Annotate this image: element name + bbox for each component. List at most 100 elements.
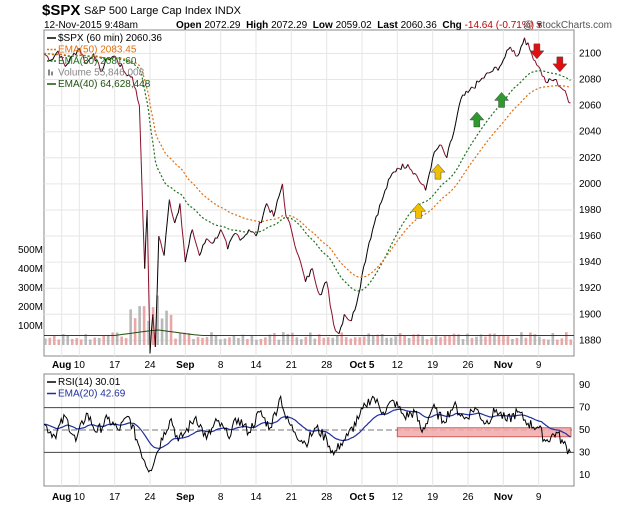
price-segment bbox=[460, 94, 464, 100]
volume-bar bbox=[475, 336, 478, 345]
price-segment bbox=[564, 90, 568, 97]
volume-bar bbox=[326, 337, 330, 345]
volume-bar bbox=[169, 314, 173, 345]
price-segment bbox=[146, 209, 150, 284]
price-segment bbox=[296, 251, 299, 256]
volume-bar bbox=[165, 310, 168, 345]
price-segment bbox=[124, 72, 128, 77]
price-segment bbox=[322, 282, 326, 289]
price-segment bbox=[75, 50, 79, 56]
x-tick-label: 19 bbox=[427, 492, 439, 503]
price-segment bbox=[384, 187, 388, 191]
chart-name: S&P 500 Large Cap Index INDX bbox=[84, 5, 241, 17]
price-segment bbox=[264, 203, 268, 209]
price-segment bbox=[425, 181, 428, 191]
price-segment bbox=[294, 245, 298, 252]
legend-entry: EMA(50) 2083.45 bbox=[58, 45, 137, 56]
volume-bar bbox=[232, 335, 236, 345]
price-segment bbox=[179, 203, 183, 226]
price-segment bbox=[236, 233, 239, 237]
price-segment bbox=[451, 131, 455, 139]
price-segment bbox=[335, 330, 338, 333]
price-segment bbox=[101, 65, 105, 72]
rsi-tick-label: 10 bbox=[579, 470, 591, 481]
volume-bar bbox=[93, 337, 97, 345]
price-segment bbox=[289, 222, 292, 230]
x-tick-label: 12 bbox=[392, 492, 404, 503]
price-segment bbox=[547, 78, 550, 84]
price-panel-frame bbox=[43, 29, 575, 357]
volume-bar bbox=[147, 320, 150, 345]
price-segment bbox=[416, 175, 419, 180]
price-segment bbox=[273, 210, 276, 217]
price-segment bbox=[282, 183, 285, 203]
price-segment bbox=[365, 251, 368, 262]
x-tick-label: 17 bbox=[109, 360, 121, 371]
price-segment bbox=[361, 266, 365, 276]
price-segment bbox=[536, 64, 539, 67]
volume-bar bbox=[223, 338, 227, 345]
arrow-up-icon bbox=[410, 202, 427, 219]
price-segment bbox=[158, 235, 162, 243]
price-segment bbox=[428, 168, 432, 175]
price-segment bbox=[54, 52, 57, 57]
x-tick-label: Oct 5 bbox=[349, 360, 374, 371]
price-segment bbox=[478, 79, 481, 83]
price-segment bbox=[138, 105, 142, 161]
x-tick-label: 21 bbox=[286, 360, 298, 371]
price-segment bbox=[441, 145, 444, 151]
volume-bar bbox=[273, 333, 276, 345]
volume-bar bbox=[282, 332, 285, 345]
volume-bar bbox=[425, 339, 429, 345]
price-segment bbox=[78, 48, 82, 55]
price-segment bbox=[93, 53, 96, 62]
price-segment bbox=[485, 72, 488, 75]
x-tick-label: Aug bbox=[52, 360, 71, 371]
volume-bar bbox=[452, 333, 456, 345]
volume-bar bbox=[479, 334, 483, 345]
price-segment bbox=[200, 244, 204, 252]
price-segment bbox=[432, 151, 435, 158]
legend-entry: $SPX (60 min) 2060.36 bbox=[58, 33, 162, 44]
price-tick-label: 1880 bbox=[579, 335, 602, 346]
price-segment bbox=[400, 163, 404, 170]
price-segment bbox=[483, 74, 487, 79]
x-tick-label: Nov bbox=[494, 360, 513, 371]
price-segment bbox=[191, 229, 195, 238]
price-segment bbox=[372, 223, 375, 230]
volume-bar bbox=[416, 334, 420, 345]
price-segment bbox=[449, 138, 453, 143]
price-segment bbox=[412, 172, 416, 175]
price-segment bbox=[117, 62, 121, 67]
price-segment bbox=[426, 174, 430, 183]
price-segment bbox=[502, 56, 506, 61]
volume-bar bbox=[317, 334, 321, 345]
volume-bar bbox=[241, 334, 245, 345]
volume-bar bbox=[250, 335, 254, 345]
volume-bars bbox=[44, 295, 573, 345]
x-tick-label: 9 bbox=[536, 360, 542, 371]
price-segment bbox=[64, 64, 68, 67]
price-segment bbox=[543, 76, 547, 83]
price-segment bbox=[80, 53, 84, 56]
price-segment bbox=[89, 57, 92, 60]
volume-bar bbox=[44, 338, 47, 345]
price-segment bbox=[209, 241, 213, 244]
rsi-tick-label: 30 bbox=[579, 447, 591, 458]
price-segment bbox=[152, 314, 155, 331]
volume-bar bbox=[160, 318, 164, 345]
price-segment bbox=[292, 237, 296, 246]
price-segment bbox=[285, 216, 289, 220]
volume-bar bbox=[470, 337, 474, 345]
volume-bar bbox=[497, 335, 501, 345]
x-tick-label: 8 bbox=[218, 360, 224, 371]
price-segment bbox=[520, 43, 524, 48]
price-segment bbox=[131, 76, 135, 87]
volume-bar bbox=[129, 309, 132, 345]
volume-bar bbox=[88, 339, 92, 345]
price-segment bbox=[297, 255, 301, 261]
volume-bar bbox=[560, 338, 564, 345]
price-segment bbox=[220, 229, 223, 233]
volume-bar bbox=[421, 336, 424, 345]
price-segment bbox=[290, 229, 294, 238]
